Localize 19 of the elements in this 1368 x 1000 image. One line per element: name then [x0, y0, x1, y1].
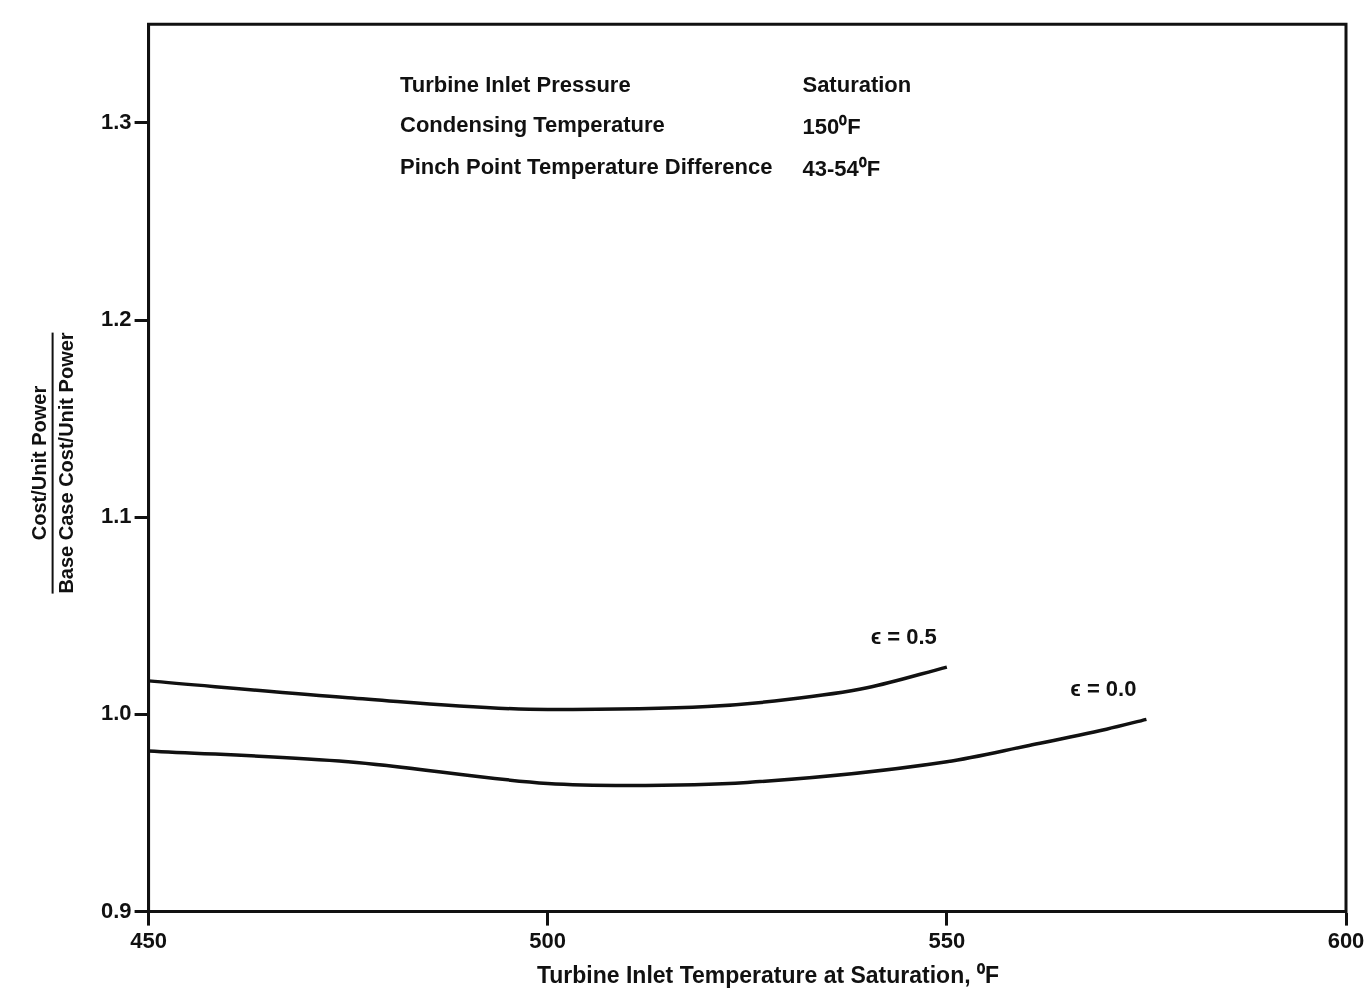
x-axis-title: Turbine Inlet Temperature at Saturation, ⁰F — [535, 961, 1001, 990]
series-label: ϵ = 0.0 — [1070, 676, 1137, 702]
y-tick-label: 0.9 — [100, 897, 132, 923]
x-tick-label: 500 — [529, 927, 567, 953]
annotation: 150⁰F — [802, 113, 862, 141]
y-axis-title: Cost/Unit Power Base Case Cost/Unit Power — [27, 332, 78, 594]
x-tick-label: 550 — [928, 927, 966, 953]
y-tick-label: 1.0 — [100, 700, 132, 726]
y-tick-label: 1.1 — [100, 503, 132, 529]
annotation: Turbine Inlet Pressure — [400, 71, 632, 99]
y-tick-label: 1.3 — [100, 108, 132, 134]
x-tick-label: 600 — [1327, 927, 1365, 953]
series-label: ϵ = 0.5 — [870, 624, 937, 650]
annotation: 43-54⁰F — [802, 155, 882, 183]
x-tick-label: 450 — [130, 927, 167, 953]
annotation: Condensing Temperature — [400, 111, 666, 139]
annotation: Pinch Point Temperature Difference — [400, 153, 774, 181]
y-tick-label: 1.2 — [100, 306, 132, 332]
annotation: Saturation — [802, 71, 913, 99]
